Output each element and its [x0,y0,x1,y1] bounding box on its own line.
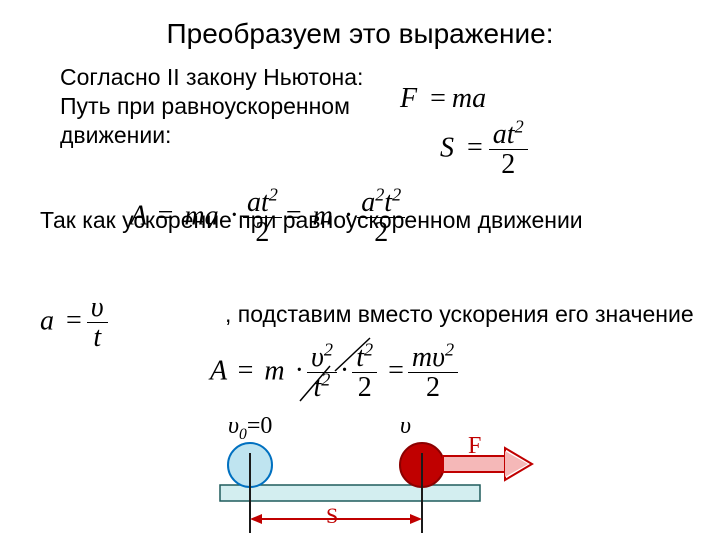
frac-at2-2: at2 2 [489,120,528,180]
line-substitute: , подставим вместо ускорения его значени… [225,301,694,328]
line-distance-2: движении: [60,122,720,149]
label-S: S [326,503,338,529]
label-v: υ [400,413,411,440]
formula-distance: S = at2 2 [440,120,528,180]
var-F: F [400,83,417,114]
label-F: F [468,433,481,460]
var-S: S [440,132,454,163]
formula-newton: F =ma [400,83,486,115]
line-newton-law: Согласно II закону Ньютона: [60,64,720,91]
var-a: a [472,83,486,114]
formula-accel: a = υ t [40,293,108,353]
page-title: Преобразуем это выражение: [0,18,720,50]
label-v0: υ0=0 [228,413,272,440]
var-m: m [452,83,472,114]
formula-work-derivation: A = ma · at2 2 = m · a2t2 2 [130,188,405,248]
physics-diagram [160,413,580,553]
line-distance-1: Путь при равноускоренном [60,93,720,120]
crossout-strokes [290,336,420,406]
